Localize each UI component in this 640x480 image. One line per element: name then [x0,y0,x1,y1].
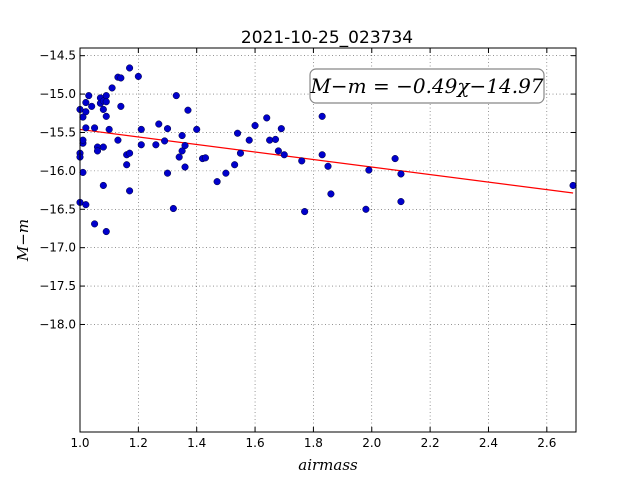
data-point [102,92,110,100]
data-point [82,124,90,132]
data-point [277,125,285,133]
y-tick-label: −16.5 [39,202,76,216]
x-tick-label: 2.0 [362,436,381,450]
y-tick-label: −17.5 [39,279,76,293]
data-point [99,105,107,113]
data-point [318,112,326,120]
data-point [123,161,131,169]
data-point [117,74,125,82]
data-point [91,220,99,228]
data-point [99,181,107,190]
y-tick-label: −15.5 [39,125,76,139]
data-point [234,129,242,137]
y-tick-label: −17.0 [39,241,76,255]
data-point [93,147,102,155]
data-point [152,141,160,149]
data-point [117,102,125,110]
data-points [76,64,577,236]
data-point [193,125,201,133]
data-point [102,228,110,236]
data-point [172,92,180,100]
data-point [137,125,145,133]
data-point [318,151,326,159]
x-tick-label: 1.8 [304,436,323,450]
data-point [82,108,90,116]
data-point [298,157,306,165]
data-point [102,112,110,120]
data-point [181,141,189,150]
data-point [301,208,309,216]
data-point [181,163,189,171]
data-point [362,205,370,213]
data-point [82,98,90,107]
data-point [324,162,332,170]
data-point [397,198,405,206]
data-point [161,137,169,145]
annotation-box [309,68,545,104]
x-tick-label: 2.2 [421,436,440,450]
x-tick-label: 1.6 [246,436,265,450]
data-point [365,166,373,174]
data-point [137,141,145,149]
chart-title: 2021-10-25_023734 [241,28,413,48]
data-point [266,136,274,144]
data-point [236,149,245,157]
axis-ticks: 1.0 1.2 1.4 1.6 1.8 2.0 2.2 2.4 2.6 −14.5 −15.0 −15… [39,48,576,450]
y-tick-label: −18.0 [39,317,76,331]
data-point [175,153,183,161]
data-point [126,187,134,195]
x-tick-label: 1.2 [129,436,148,450]
data-point [82,201,90,209]
y-tick-label: −15.0 [39,87,76,101]
data-point [569,181,577,190]
data-point [79,136,87,144]
data-point [155,120,163,128]
data-point [397,170,405,178]
x-tick-label: 1.0 [70,436,89,450]
data-point [231,161,239,169]
data-point [201,154,210,162]
data-point [126,149,134,157]
data-point [91,124,99,132]
y-tick-label: −16.0 [39,164,76,178]
x-tick-label: 1.4 [187,436,206,450]
data-point [79,168,87,176]
data-point [88,102,96,110]
data-point [163,169,172,177]
fit-equation-box: M−m = −0.49χ−14.97 [309,68,545,104]
data-point [85,92,93,100]
data-point [391,155,399,163]
x-tick-label: 2.6 [537,436,556,450]
fit-equation: M−m = −0.49χ−14.97 [309,74,543,98]
data-point [114,136,122,144]
data-point [134,72,142,80]
data-point [280,151,288,159]
data-point [102,98,110,106]
data-point [178,147,186,155]
x-axis-label: airmass [298,456,358,474]
data-point [251,122,259,130]
data-point [274,147,282,155]
plot-frame [79,47,577,433]
data-point [169,204,177,213]
plot-area [80,48,576,432]
y-tick-label: −14.5 [39,49,76,63]
data-point [222,169,230,177]
data-point [108,84,116,92]
y-axis-label: M−m [14,219,32,262]
data-point [213,178,221,186]
data-point [126,64,134,72]
data-point [163,125,172,133]
data-point [245,136,253,144]
data-point [327,190,335,198]
data-point [105,125,113,133]
data-point [178,132,186,140]
data-point [99,143,107,151]
x-tick-label: 2.4 [479,436,498,450]
data-point [263,114,271,122]
data-point [271,135,280,143]
data-point [184,106,192,114]
